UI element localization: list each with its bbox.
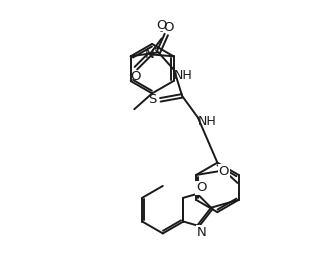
Text: O: O — [196, 181, 206, 194]
Text: O: O — [156, 19, 167, 32]
Text: N: N — [145, 48, 155, 61]
Text: NH: NH — [174, 69, 192, 81]
Text: S: S — [148, 93, 156, 106]
Text: +: + — [151, 44, 158, 53]
Text: NH: NH — [197, 115, 216, 128]
Text: N: N — [196, 226, 206, 239]
Text: O: O — [163, 21, 173, 34]
Text: O: O — [219, 165, 229, 178]
Text: -: - — [160, 27, 163, 36]
Text: O: O — [131, 70, 141, 83]
